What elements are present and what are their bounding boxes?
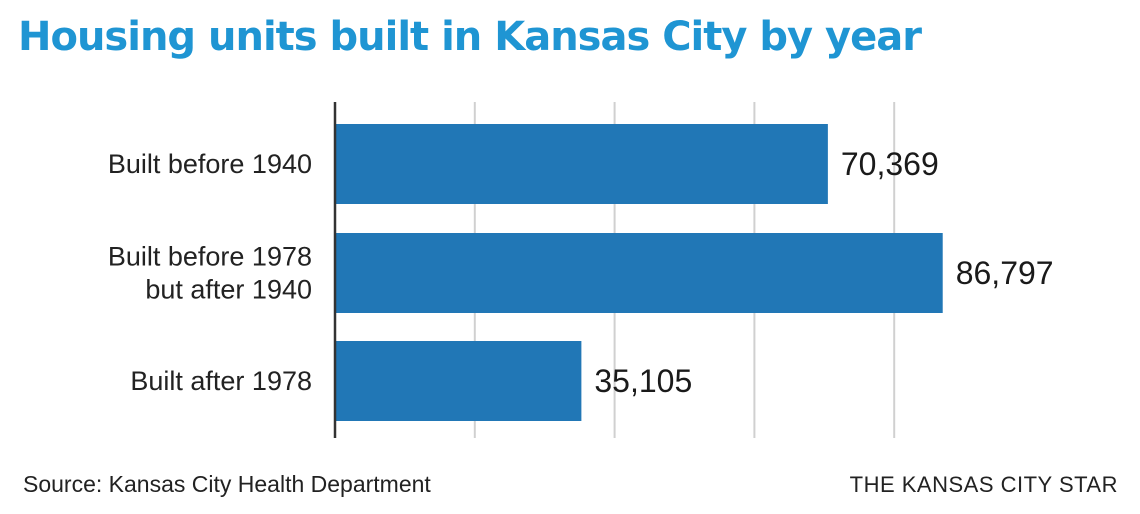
bars (336, 124, 943, 421)
category-label-2-line-0: Built after 1978 (130, 366, 312, 396)
category-label-0: Built before 1940 (108, 149, 312, 179)
source-note: Source: Kansas City Health Department (23, 471, 431, 497)
value-label-2: 35,105 (594, 363, 692, 399)
category-label-0-line-0: Built before 1940 (108, 149, 312, 179)
category-label-1-line-1: but after 1940 (145, 275, 312, 305)
bar-2 (336, 341, 582, 421)
category-labels: Built before 1940 Built before 1978 but af… (108, 149, 312, 396)
value-labels: 70,369 86,797 35,105 (594, 146, 1053, 399)
bar-0 (336, 124, 828, 204)
category-label-2: Built after 1978 (130, 366, 312, 396)
value-label-0: 70,369 (841, 146, 939, 182)
bar-1 (336, 233, 943, 313)
publisher-logo-text: THE KANSAS CITY STAR (849, 472, 1118, 497)
chart-title: Housing units built in Kansas City by ye… (18, 14, 922, 60)
category-label-1: Built before 1978 but after 1940 (108, 242, 312, 305)
category-label-1-line-0: Built before 1978 (108, 242, 312, 272)
value-label-1: 86,797 (956, 255, 1054, 291)
